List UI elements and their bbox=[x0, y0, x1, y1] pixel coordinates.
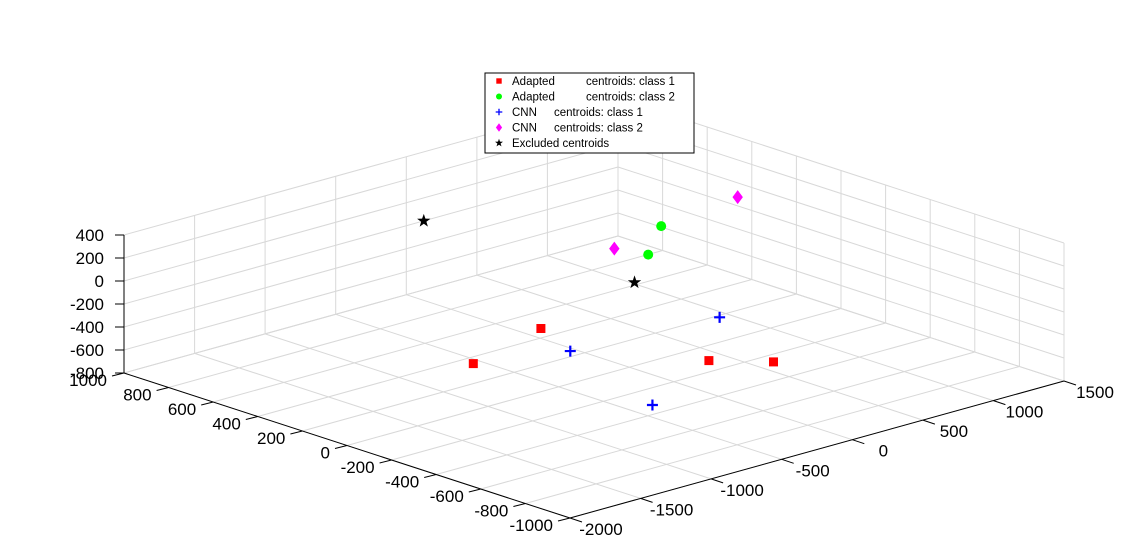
z-tick-label: 400 bbox=[76, 226, 104, 245]
data-point-diamond bbox=[609, 241, 620, 256]
tick-labels: -2000-1500-1000-500050010001500100080060… bbox=[69, 226, 1114, 539]
data-point-star bbox=[417, 213, 431, 227]
data-point-circle bbox=[643, 249, 654, 260]
y-tick-mark bbox=[156, 387, 169, 391]
grid-line bbox=[123, 166, 619, 305]
grid-line bbox=[617, 189, 1065, 336]
data-point-plus bbox=[646, 399, 658, 411]
x-tick-mark bbox=[710, 478, 724, 484]
x-tick-mark bbox=[1063, 380, 1077, 386]
y-tick-mark bbox=[245, 416, 258, 420]
x-tick-label: -1000 bbox=[720, 481, 763, 500]
x-tick-label: 500 bbox=[940, 422, 968, 441]
y-tick-mark bbox=[424, 474, 437, 478]
y-tick-label: 800 bbox=[123, 386, 151, 405]
legend-label: centroids: class 1 bbox=[586, 76, 675, 88]
grid-lines bbox=[123, 97, 1065, 519]
axis-lines bbox=[111, 234, 1077, 523]
y-tick-label: 0 bbox=[321, 444, 330, 463]
data-point-square bbox=[704, 356, 714, 366]
grid-line bbox=[436, 337, 931, 475]
x-axis-line bbox=[569, 380, 1065, 519]
grid-line bbox=[123, 143, 619, 282]
z-tick-label: -800 bbox=[70, 364, 104, 383]
legend-label: centroids: class 2 bbox=[554, 123, 643, 135]
legend-marker bbox=[495, 108, 503, 116]
y-tick-label: -800 bbox=[474, 502, 508, 521]
data-point-plus bbox=[714, 311, 726, 323]
grid-line bbox=[617, 235, 1065, 382]
legend-label: CNN bbox=[512, 107, 537, 119]
y-tick-mark bbox=[379, 459, 392, 464]
x-tick-mark bbox=[993, 400, 1006, 406]
legend-label: CNN bbox=[512, 123, 537, 135]
data-point-plus bbox=[564, 345, 576, 357]
legend-box bbox=[484, 72, 695, 154]
data-point-square bbox=[536, 324, 546, 333]
y-tick-mark bbox=[334, 445, 348, 449]
grid-line bbox=[617, 212, 1065, 359]
x-tick-mark bbox=[852, 439, 865, 445]
y-tick-label: -600 bbox=[430, 487, 464, 506]
x-tick-mark bbox=[922, 419, 936, 425]
legend: Adapted centroids: class 1 Adapted centroid… bbox=[484, 72, 695, 154]
y-tick-mark bbox=[513, 503, 526, 507]
data-point-square bbox=[769, 357, 778, 367]
data-point-star bbox=[627, 275, 642, 289]
z-tick-label: -600 bbox=[70, 341, 104, 360]
x-tick-label: 0 bbox=[879, 442, 888, 461]
y-tick-label: -1000 bbox=[510, 516, 553, 535]
grid-line bbox=[302, 293, 797, 432]
y-tick-label: 1000 bbox=[69, 371, 107, 390]
x-tick-label: 1000 bbox=[1005, 403, 1043, 422]
y-tick-mark bbox=[468, 488, 481, 493]
grid-line bbox=[123, 235, 619, 374]
legend-label: Excluded centroids bbox=[512, 138, 609, 150]
x-tick-label: -1500 bbox=[650, 500, 693, 519]
data-point-diamond bbox=[732, 190, 743, 205]
z-tick-label: -400 bbox=[70, 318, 104, 337]
grid-line bbox=[123, 212, 619, 351]
grid-line bbox=[213, 264, 708, 403]
y-tick-label: 400 bbox=[212, 415, 240, 434]
z-tick-label: 200 bbox=[76, 249, 104, 268]
y-tick-mark bbox=[290, 430, 303, 435]
grid-line bbox=[123, 189, 619, 328]
y-tick-label: 600 bbox=[168, 400, 196, 419]
y-tick-label: -400 bbox=[385, 473, 419, 492]
grid-line bbox=[391, 322, 886, 461]
y-tick-mark bbox=[201, 401, 214, 406]
grid-line bbox=[525, 366, 1020, 504]
x-tick-mark bbox=[569, 517, 583, 523]
legend-marker bbox=[495, 123, 503, 132]
z-tick-label: -200 bbox=[70, 295, 104, 314]
y-tick-label: 200 bbox=[257, 429, 285, 448]
grid-line bbox=[257, 279, 752, 417]
x-tick-label: -2000 bbox=[579, 520, 622, 539]
legend-marker bbox=[496, 78, 502, 84]
grid-line bbox=[480, 351, 975, 490]
legend-marker bbox=[496, 93, 502, 100]
data-point-circle bbox=[656, 221, 667, 232]
legend-marker bbox=[495, 138, 503, 147]
x-tick-label: 1500 bbox=[1076, 383, 1114, 402]
legend-label: centroids: class 1 bbox=[554, 107, 643, 119]
legend-label: Adapted bbox=[512, 76, 555, 88]
x-tick-label: -500 bbox=[796, 461, 830, 480]
legend-label: Adapted bbox=[512, 92, 555, 104]
legend-label: centroids: class 2 bbox=[586, 92, 675, 104]
z-tick-label: 0 bbox=[95, 272, 104, 291]
grid-line bbox=[346, 308, 842, 446]
grid-line bbox=[168, 250, 663, 388]
data-point-square bbox=[468, 359, 478, 369]
grid-line bbox=[617, 143, 1065, 290]
y-tick-mark bbox=[557, 517, 571, 522]
y-tick-label: -200 bbox=[341, 458, 375, 477]
x-tick-mark bbox=[640, 497, 653, 503]
grid-line bbox=[617, 166, 1065, 313]
x-tick-mark bbox=[781, 458, 794, 464]
